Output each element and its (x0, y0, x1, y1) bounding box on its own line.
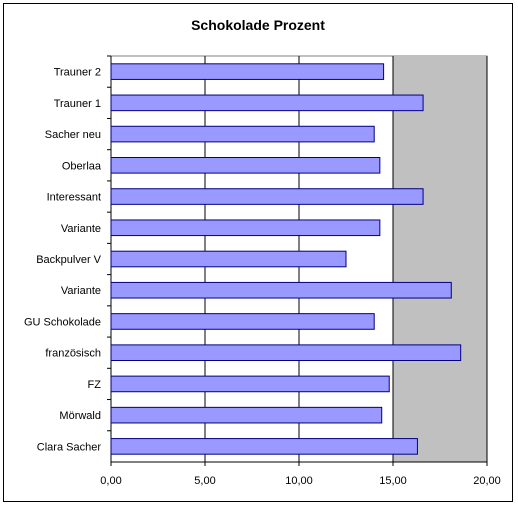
bar (110, 250, 347, 268)
category-label: Oberlaa (62, 160, 102, 172)
bar (110, 157, 381, 174)
bar (110, 344, 462, 361)
category-label: Variante (61, 285, 101, 297)
bar (110, 94, 424, 112)
plot-shaded-region (393, 56, 487, 462)
bar (110, 188, 424, 205)
category-label: Trauner 1 (54, 98, 101, 110)
category-label: Interessant (47, 192, 101, 204)
x-tick-label: 0,00 (100, 475, 121, 487)
chart-title: Schokolade Prozent (191, 17, 325, 33)
x-tick-label: 15,00 (379, 475, 407, 487)
category-label: Sacher neu (45, 129, 101, 141)
category-label: Clara Sacher (37, 441, 102, 453)
bar (110, 125, 375, 143)
bar (110, 438, 418, 455)
category-label: französisch (45, 348, 101, 360)
x-tick-label: 20,00 (473, 475, 501, 487)
category-label: Trauner 2 (54, 67, 101, 79)
bars (110, 63, 462, 455)
bar (110, 219, 381, 237)
category-labels: Trauner 2 Trauner 1 Sacher neu Oberlaa Inter… (24, 67, 102, 454)
category-label: Backpulver V (36, 254, 101, 266)
x-tick-label: 10,00 (285, 475, 313, 487)
bar (110, 406, 383, 424)
category-label: GU Schokolade (24, 316, 101, 328)
category-label: FZ (88, 379, 102, 391)
x-tick-label: 5,00 (194, 475, 215, 487)
x-tick-labels: 0,00 5,00 10,00 15,00 20,00 (100, 475, 500, 487)
bar (110, 313, 375, 330)
category-label: Variante (61, 223, 101, 235)
bar (110, 63, 385, 80)
bar (110, 375, 390, 393)
bar (110, 281, 452, 299)
category-label: Mörwald (59, 410, 101, 422)
